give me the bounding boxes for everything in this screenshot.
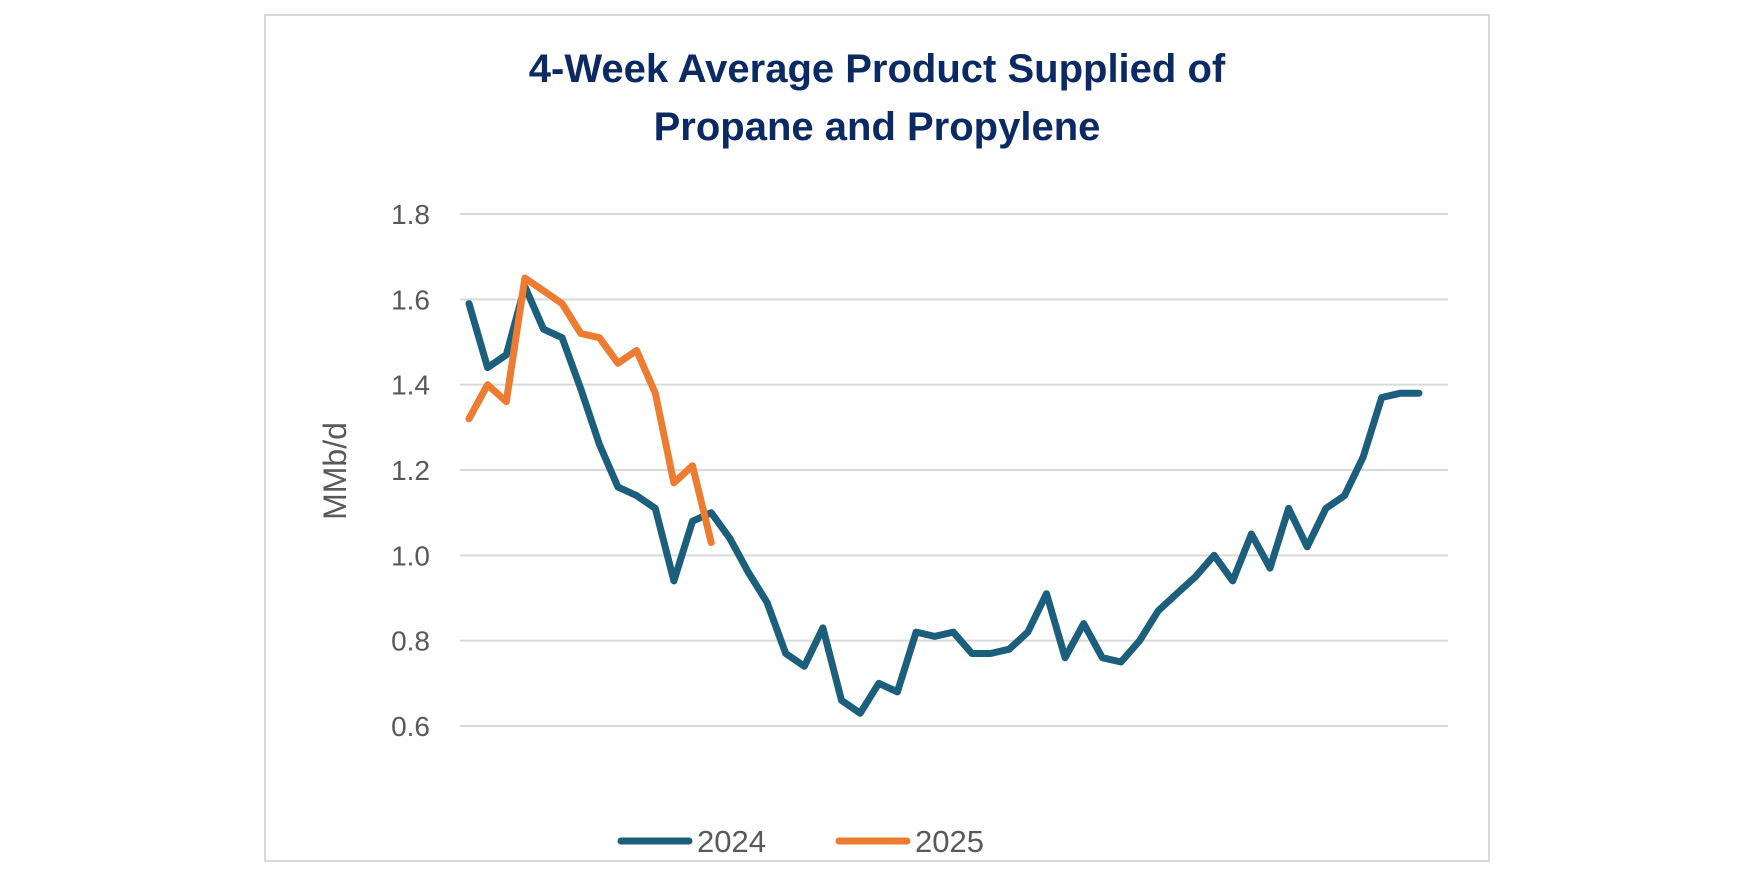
chart-frame: 4-Week Average Product Supplied of Propa…: [264, 14, 1490, 862]
legend-label-2025: 2025: [915, 824, 984, 859]
y-tick-label: 1.4: [391, 370, 430, 401]
y-tick-label: 1.2: [391, 455, 430, 486]
y-tick-label: 0.6: [391, 711, 430, 742]
chart-title-line-1: 4-Week Average Product Supplied of: [528, 47, 1226, 91]
y-tick-label: 0.8: [391, 626, 430, 657]
y-axis-title: MMb/d: [317, 422, 353, 520]
chart-plot: 0.6 0.8 1.0 1.2 1.4 1.6 1.8 MMb/d 2024 2025: [317, 199, 1448, 859]
y-axis-ticks: 0.6 0.8 1.0 1.2 1.4 1.6 1.8: [391, 199, 430, 742]
chart-title: 4-Week Average Product Supplied of Propa…: [266, 40, 1488, 156]
series-lines: [465, 274, 1423, 717]
chart-title-line-2: Propane and Propylene: [653, 105, 1101, 149]
y-tick-label: 1.6: [391, 284, 430, 315]
legend-label-2024: 2024: [697, 824, 766, 859]
y-tick-label: 1.8: [391, 199, 430, 230]
series-line-2025: [465, 274, 715, 546]
legend: 2024 2025: [617, 824, 984, 859]
series-line-2024: [465, 283, 1423, 717]
y-tick-label: 1.0: [391, 540, 430, 571]
gridlines: [460, 213, 1448, 727]
